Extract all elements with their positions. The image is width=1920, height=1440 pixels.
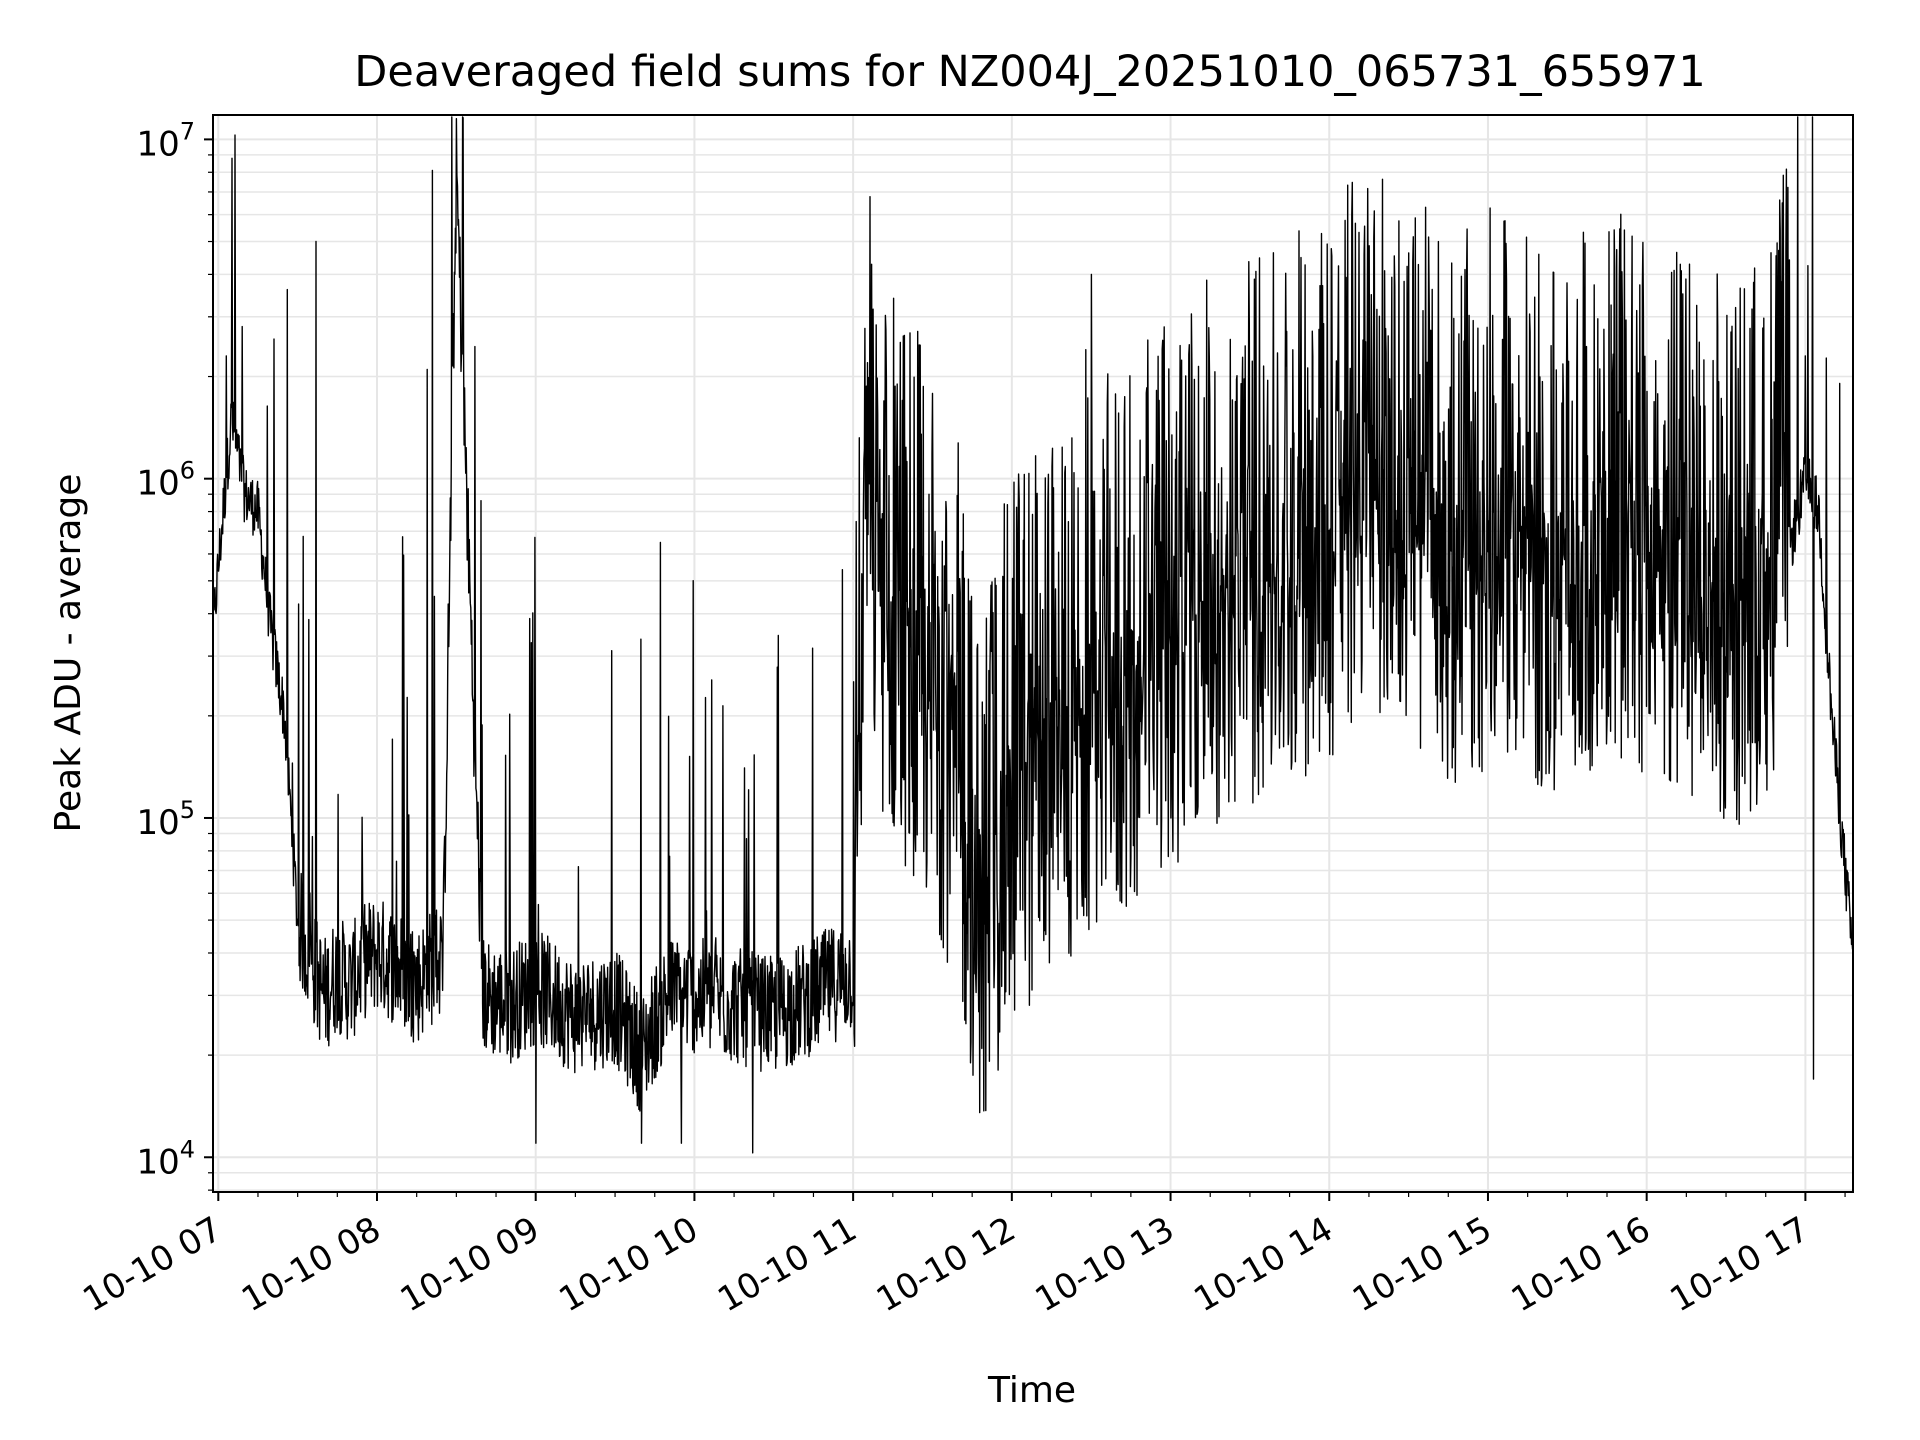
y-tick-base: 10: [136, 124, 179, 164]
y-tick-exponent: 6: [180, 457, 195, 485]
plot-area: [212, 114, 1854, 1193]
y-tick-base: 10: [136, 464, 179, 504]
plot-frame: [212, 114, 1854, 1193]
series-line: [212, 116, 1854, 1154]
y-tick-exponent: 7: [180, 117, 195, 145]
y-tick-exponent: 5: [180, 796, 195, 824]
y-tick-label: 105: [136, 796, 195, 843]
y-tick-base: 10: [136, 803, 179, 843]
y-tick-label: 107: [136, 117, 195, 164]
y-tick-label: 106: [136, 457, 195, 504]
y-axis-label: Peak ADU - average: [48, 474, 89, 833]
y-tick-exponent: 4: [180, 1135, 195, 1163]
x-axis-label: Time: [987, 1370, 1076, 1411]
chart-title: Deaveraged field sums for NZ004J_2025101…: [354, 47, 1705, 97]
y-tick-label: 104: [136, 1135, 195, 1182]
y-tick-base: 10: [136, 1142, 179, 1182]
